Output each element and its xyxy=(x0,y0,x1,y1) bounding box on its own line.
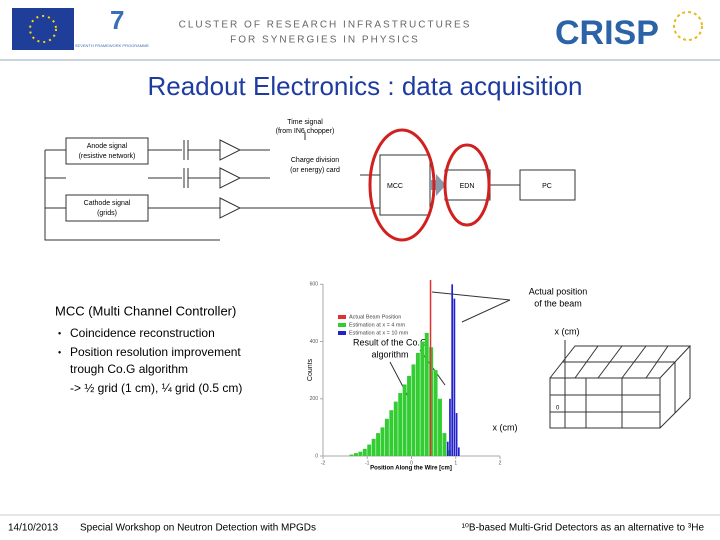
fp7-text: SEVENTH FRAMEWORK PROGRAMME xyxy=(75,43,150,48)
annotation: Actual position xyxy=(529,286,588,296)
x-tick-label: 2 xyxy=(499,460,502,466)
hist-bar xyxy=(393,401,398,456)
hist-bar xyxy=(446,441,449,456)
hist-bar xyxy=(451,284,454,456)
label: (grids) xyxy=(97,210,117,217)
y-tick-label: 200 xyxy=(310,396,319,402)
pointer xyxy=(431,291,511,323)
footer-topic: ¹⁰B-based Multi-Grid Detectors as an alt… xyxy=(462,523,705,534)
label: Cathode signal xyxy=(84,200,131,207)
label: Anode signal xyxy=(87,143,128,150)
x-tick-label: -1 xyxy=(365,460,370,466)
hist-bar xyxy=(415,352,420,456)
label: PC xyxy=(542,183,552,190)
legend-entry: Actual Beam Position xyxy=(349,314,401,320)
label: EDN xyxy=(460,183,475,190)
hist-bar xyxy=(376,433,381,456)
label: MCC xyxy=(387,183,403,190)
bullet: Coincidence reconstruction xyxy=(70,326,215,340)
eu-stars xyxy=(29,15,57,43)
hist-bar xyxy=(424,332,429,456)
hist-bar xyxy=(367,444,372,456)
slide-title: Readout Electronics : data acquisition xyxy=(147,71,582,101)
hist-bar xyxy=(362,448,367,456)
label: (from IN6 chopper) xyxy=(276,128,335,135)
label: Charge division xyxy=(291,157,339,164)
y-tick-label: 600 xyxy=(310,282,319,288)
hist-bar xyxy=(349,454,354,456)
crisp-logo: CRISP xyxy=(555,14,659,52)
hist-bar xyxy=(358,451,363,456)
fp7-logo: 7 xyxy=(110,5,124,35)
annotation: x (cm) xyxy=(555,326,580,336)
logo-ring xyxy=(673,11,703,41)
hist-bar xyxy=(457,447,460,456)
footer-date: 14/10/2013 xyxy=(8,523,58,534)
label: (or energy) card xyxy=(290,167,340,174)
cluster-text: CLUSTER OF RESEARCH INFRASTRUCTURES xyxy=(179,20,472,31)
hist-bar xyxy=(407,375,411,456)
legend-entry: Estimation at x = 10 mm xyxy=(349,330,409,336)
annotation: x (cm) xyxy=(493,422,518,432)
y-tick-label: 0 xyxy=(315,453,318,459)
grid-sketch xyxy=(549,340,692,429)
legend-swatch xyxy=(338,323,346,327)
annotation: 0 xyxy=(556,406,560,412)
legend-swatch xyxy=(338,315,346,319)
x-axis-label: Position Along the Wire [cm] xyxy=(370,466,452,472)
annotation: algorithm xyxy=(371,349,408,359)
heading: MCC (Multi Channel Controller) xyxy=(55,303,236,318)
hist-bar xyxy=(438,398,442,456)
hist-bar xyxy=(371,438,376,456)
hist-bar xyxy=(398,393,403,456)
hist-bar xyxy=(402,384,407,456)
hist-bar xyxy=(380,427,385,456)
annotation: Result of the Co.G xyxy=(353,337,427,347)
hist-bar xyxy=(446,450,451,456)
label: Time signal xyxy=(287,119,323,126)
arrow xyxy=(430,174,446,196)
bullet-dot: • xyxy=(58,347,61,357)
legend-entry: Estimation at x = 4 mm xyxy=(349,322,406,328)
label: (resistive network) xyxy=(79,153,136,160)
hist-bar xyxy=(353,453,358,456)
hist-bar xyxy=(455,413,458,456)
bullet: -> ½ grid (1 cm), ¼ grid (0.5 cm) xyxy=(70,381,242,395)
hist-bar xyxy=(411,364,416,456)
y-axis-label: Counts xyxy=(307,358,314,381)
eu-flag xyxy=(12,8,74,50)
x-tick-label: 1 xyxy=(454,460,457,466)
hist-bar xyxy=(449,398,451,456)
y-tick-label: 400 xyxy=(310,339,319,345)
legend-swatch xyxy=(338,331,346,335)
hist-bar xyxy=(433,370,438,456)
hist-bar xyxy=(420,341,425,456)
footer-workshop: Special Workshop on Neutron Detection wi… xyxy=(80,523,316,534)
hist-bar xyxy=(453,298,456,456)
annotation: of the beam xyxy=(534,298,582,308)
hist-bar xyxy=(442,433,447,456)
bullet-dot: • xyxy=(58,328,61,338)
x-tick-label: -2 xyxy=(321,460,326,466)
highlight xyxy=(443,143,491,227)
x-tick-label: 0 xyxy=(410,460,413,466)
cluster-text: FOR SYNERGIES IN PHYSICS xyxy=(230,35,420,46)
bullet: Position resolution improvement xyxy=(70,345,241,359)
bullet: trough Co.G algorithm xyxy=(70,362,188,376)
highlight xyxy=(368,128,436,242)
hist-bar xyxy=(384,418,389,456)
hist-bar xyxy=(389,410,394,456)
